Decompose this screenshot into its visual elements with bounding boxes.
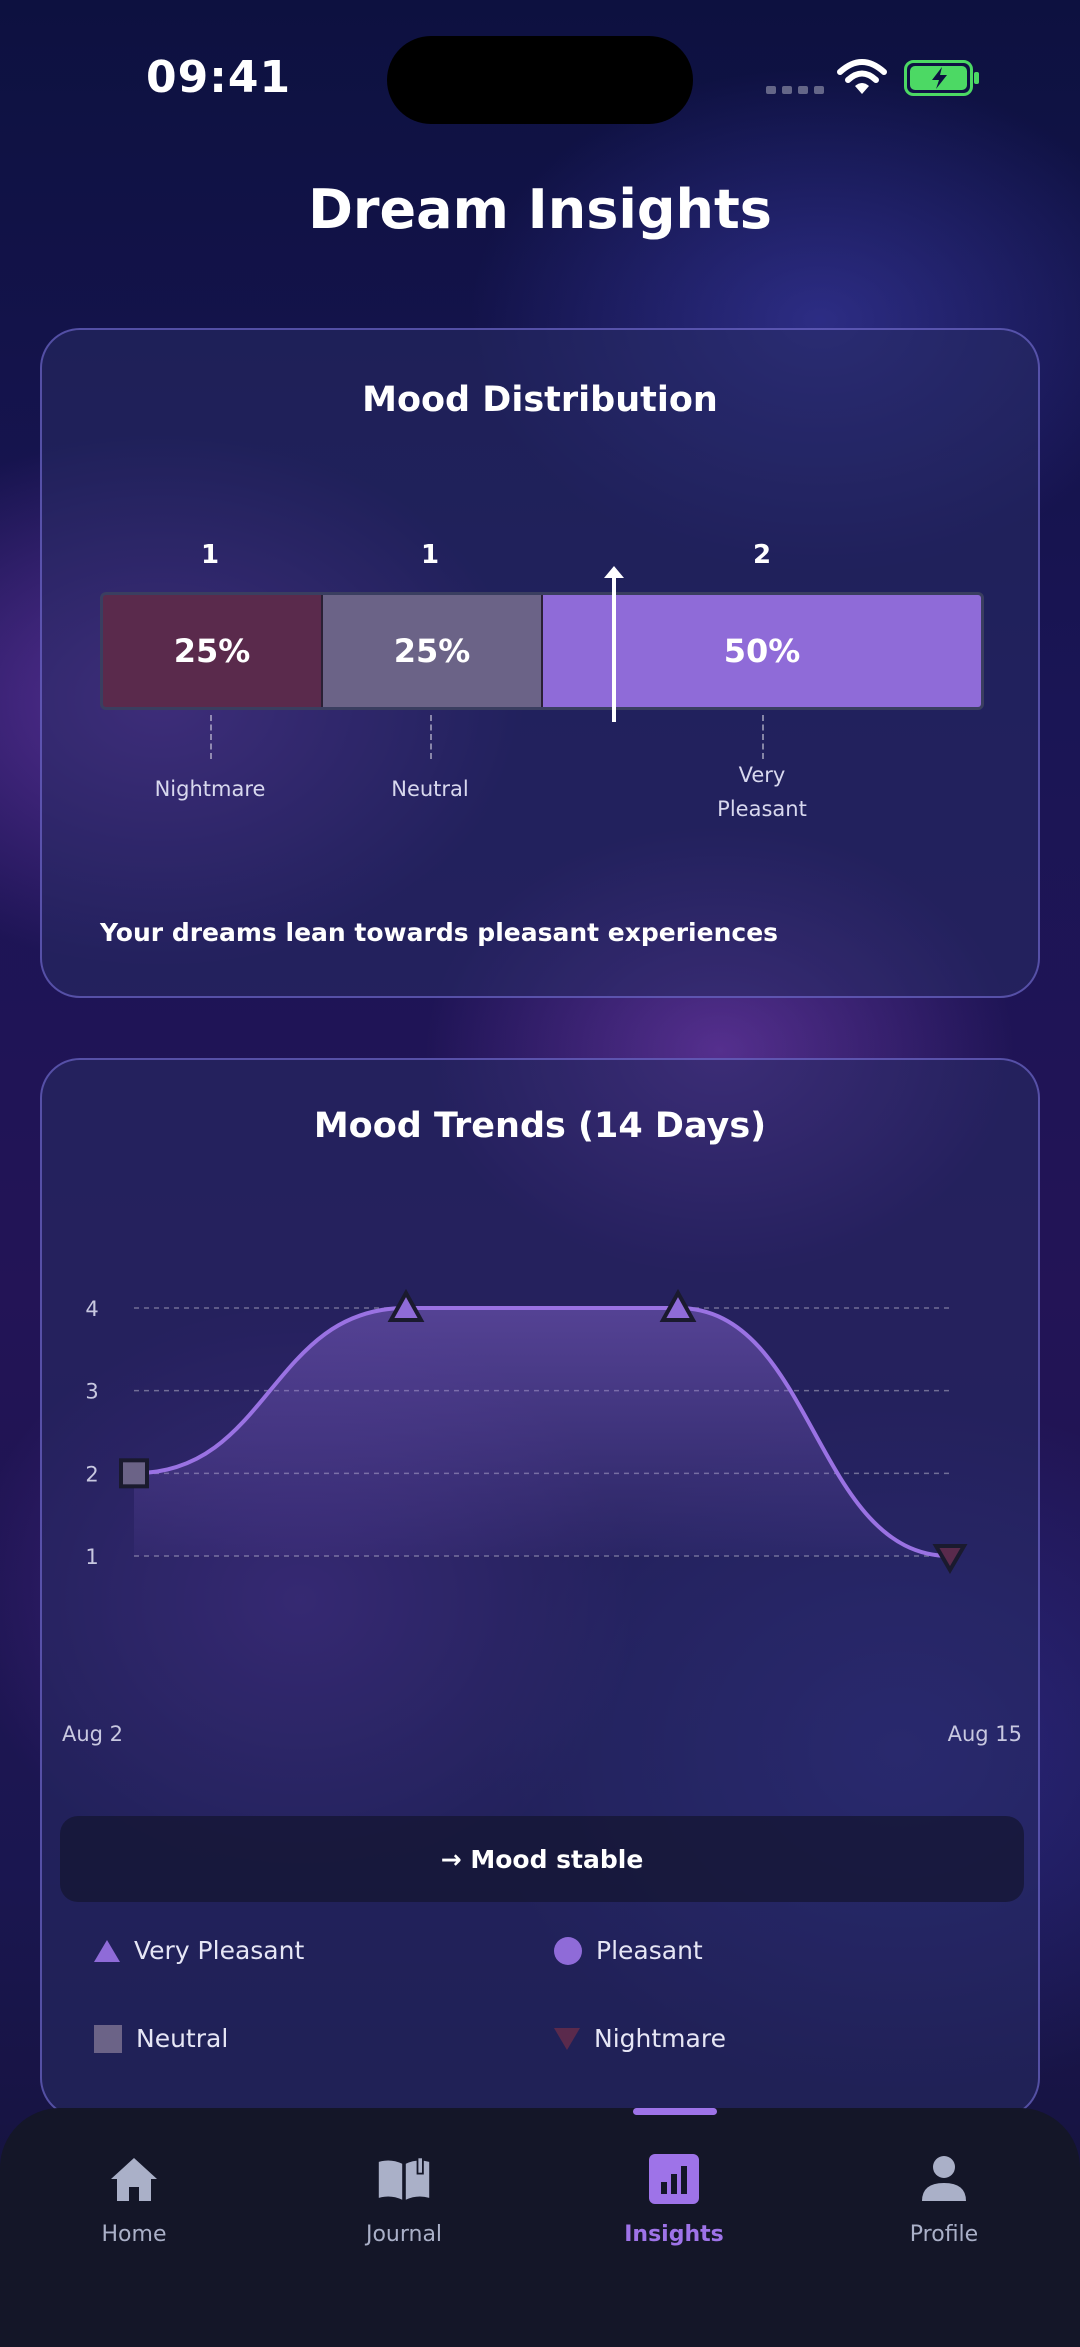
tab-home[interactable]: Home xyxy=(34,2152,234,2247)
status-bar: 09:41 xyxy=(0,0,1080,150)
very-pleasant-label: Very Pleasant xyxy=(717,763,807,821)
average-mood-marker xyxy=(604,566,624,722)
nightmare-percent: 25% xyxy=(173,632,251,670)
data-point-marker[interactable] xyxy=(387,1288,425,1322)
legend-pleasant: Pleasant xyxy=(554,1936,703,1965)
tab-profile-label: Profile xyxy=(909,2222,979,2247)
legend-label: Neutral xyxy=(136,2024,229,2053)
nightmare-tick xyxy=(210,715,212,759)
neutral-tick xyxy=(430,715,432,759)
battery-icon xyxy=(904,60,979,96)
mood-distribution-card: Mood Distribution 1 1 2 25% 25% 50% Nigh… xyxy=(40,328,1040,998)
tab-journal[interactable]: Journal xyxy=(304,2152,504,2247)
very-pleasant-count: 2 xyxy=(752,540,772,570)
signal-icon xyxy=(766,86,824,94)
legend-label: Nightmare xyxy=(594,2024,726,2053)
x-label-end: Aug 15 xyxy=(948,1722,1022,1746)
dynamic-island xyxy=(387,36,693,124)
legend-label: Pleasant xyxy=(596,1936,703,1965)
mood-distribution-bar: 25% 25% 50% xyxy=(100,592,984,710)
active-tab-indicator xyxy=(633,2108,717,2115)
chart-icon xyxy=(647,2152,701,2206)
nightmare-count: 1 xyxy=(200,540,220,570)
trend-line xyxy=(133,1306,951,1558)
neutral-percent: 25% xyxy=(393,632,471,670)
very-pleasant-segment[interactable]: 50% xyxy=(543,595,981,707)
data-point-marker[interactable] xyxy=(659,1288,697,1322)
data-point-marker[interactable] xyxy=(119,1458,149,1489)
mood-trend-chart: 1 2 3 4 Aug 2 Aug 15 xyxy=(62,1288,1022,1746)
legend-neutral: Neutral xyxy=(94,2024,228,2053)
neutral-count: 1 xyxy=(420,540,440,570)
y-tick-label: 1 xyxy=(85,1545,98,1569)
legend-label: Very Pleasant xyxy=(134,1936,305,1965)
x-label-start: Aug 2 xyxy=(62,1722,123,1746)
wifi-icon xyxy=(837,59,887,94)
data-point-marker[interactable] xyxy=(932,1544,968,1574)
trend-area xyxy=(134,1308,950,1556)
book-icon xyxy=(377,2152,431,2206)
mood-distribution-title: Mood Distribution xyxy=(362,380,718,420)
trend-status-banner: → Mood stable xyxy=(60,1816,1024,1902)
home-icon xyxy=(107,2152,161,2206)
legend-nightmare: Nightmare xyxy=(554,2024,726,2053)
nightmare-label: Nightmare xyxy=(154,777,266,801)
square-icon xyxy=(94,2024,122,2053)
y-tick-label: 3 xyxy=(85,1380,98,1404)
nightmare-segment[interactable]: 25% xyxy=(103,595,323,707)
legend-very-pleasant: Very Pleasant xyxy=(94,1936,304,1965)
tab-home-label: Home xyxy=(101,2222,167,2247)
mood-summary: Your dreams lean towards pleasant experi… xyxy=(100,918,779,947)
neutral-segment[interactable]: 25% xyxy=(323,595,543,707)
very-pleasant-tick xyxy=(762,715,764,759)
circle-icon xyxy=(554,1936,582,1965)
person-icon xyxy=(917,2152,971,2206)
tab-profile[interactable]: Profile xyxy=(844,2152,1044,2247)
tab-insights[interactable]: Insights xyxy=(574,2152,774,2247)
y-tick-label: 4 xyxy=(85,1297,98,1321)
tab-insights-label: Insights xyxy=(624,2222,724,2247)
neutral-label: Neutral xyxy=(391,777,469,801)
status-time: 09:41 xyxy=(146,52,292,103)
triangle-up-icon xyxy=(94,1939,120,1962)
y-tick-label: 2 xyxy=(85,1462,98,1486)
tab-bar: Home Journal Insights Profile xyxy=(0,2108,1080,2347)
tab-journal-label: Journal xyxy=(365,2222,443,2247)
very-pleasant-percent: 50% xyxy=(723,632,801,670)
page-title: Dream Insights xyxy=(308,178,772,241)
triangle-down-icon xyxy=(554,2027,580,2050)
mood-trends-title: Mood Trends (14 Days) xyxy=(313,1106,767,1146)
